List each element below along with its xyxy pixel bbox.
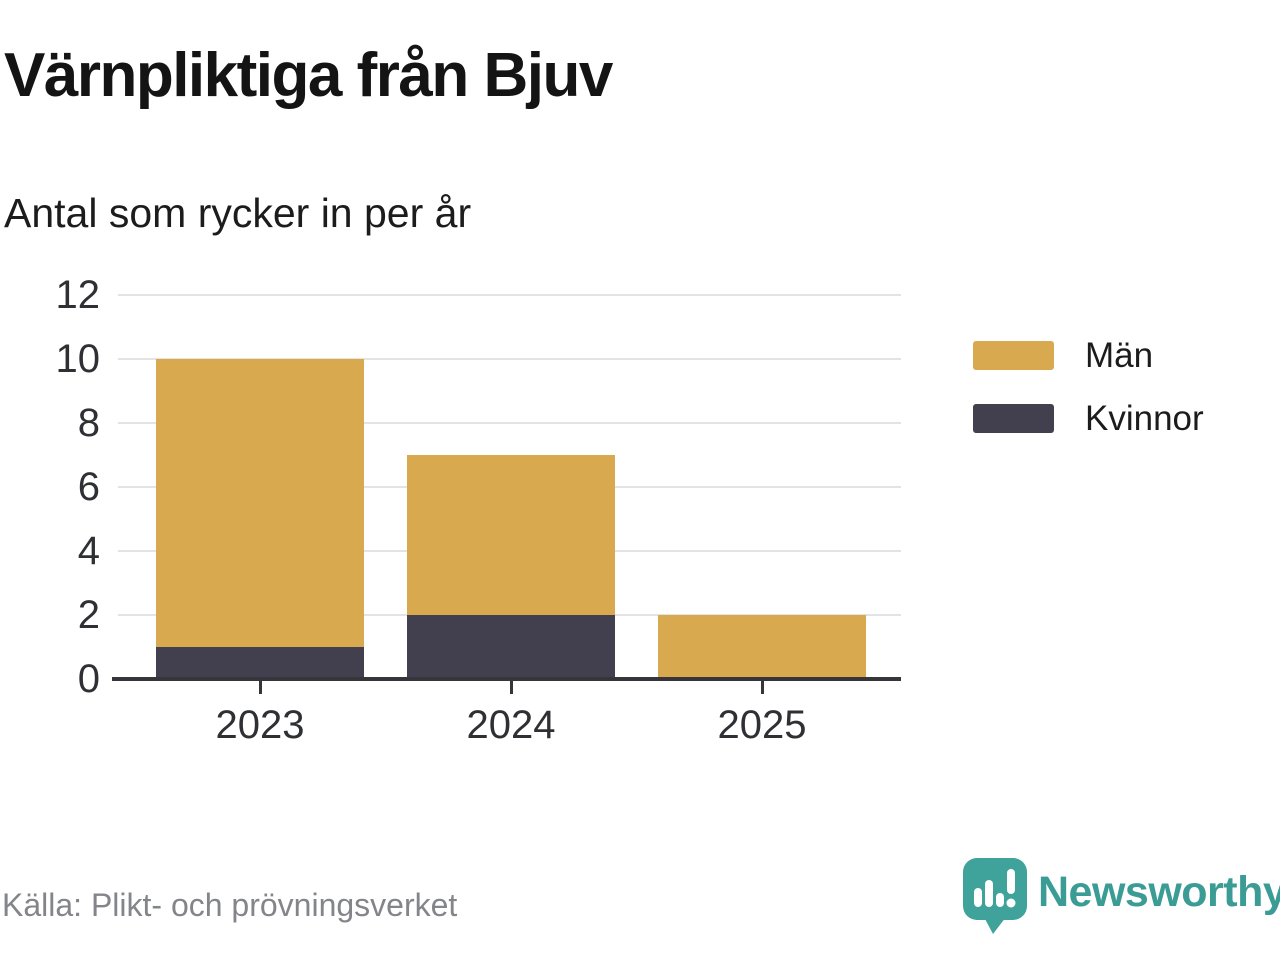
x-tick-label-2025: 2025	[717, 703, 807, 747]
y-tick-label-10: 10	[55, 337, 101, 381]
x-tick-label-2024: 2024	[466, 703, 556, 747]
newsworthy-logo-icon	[963, 858, 1027, 934]
bar-segment-män-2025	[658, 615, 866, 679]
y-tick-label-0: 0	[77, 657, 100, 701]
x-tick-2025	[760, 681, 764, 694]
y-tick-label-2: 2	[77, 593, 100, 637]
bar-segment-kvinnor-2023	[156, 647, 364, 679]
bar-segment-män-2024	[407, 455, 615, 615]
brand-name: Newsworthy	[1038, 868, 1280, 916]
x-tick-2024	[509, 681, 513, 694]
legend: Män Kvinnor	[973, 338, 1204, 464]
bar-segment-kvinnor-2024	[407, 615, 615, 679]
legend-swatch-män	[973, 341, 1054, 370]
legend-swatch-kvinnor	[973, 404, 1054, 433]
source-text: Källa: Plikt- och prövningsverket	[2, 887, 458, 923]
brand: Newsworthy	[962, 857, 1280, 936]
bar-segment-män-2023	[156, 359, 364, 647]
chart-title: Värnpliktiga från Bjuv	[4, 41, 613, 110]
legend-label-kvinnor: Kvinnor	[1085, 399, 1204, 438]
x-axis-line	[112, 677, 901, 681]
gridline-8	[118, 422, 901, 424]
legend-label-män: Män	[1085, 336, 1154, 375]
y-tick-label-12: 12	[55, 273, 101, 317]
gridline-10	[118, 358, 901, 360]
x-tick-label-2023: 2023	[215, 703, 305, 747]
gridline-12	[118, 294, 901, 296]
legend-item-män: Män	[973, 338, 1204, 373]
y-tick-label-4: 4	[77, 529, 100, 573]
y-tick-label-6: 6	[77, 465, 100, 509]
legend-item-kvinnor: Kvinnor	[973, 401, 1204, 436]
y-tick-label-8: 8	[77, 401, 100, 445]
chart-subtitle: Antal som rycker in per år	[4, 190, 472, 236]
x-tick-2023	[258, 681, 262, 694]
